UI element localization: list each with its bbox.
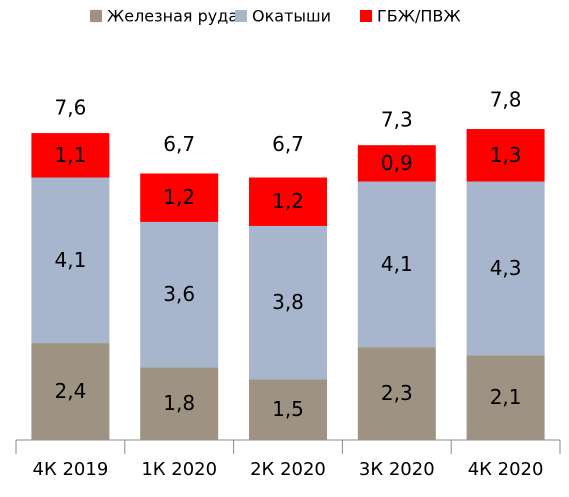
bar-segment [31, 177, 110, 344]
x-tick-label: 4К 2019 [33, 459, 109, 480]
legend-swatch [90, 10, 102, 22]
data-label: 1,2 [272, 189, 304, 213]
bar-segment [31, 343, 110, 440]
data-label: 2,1 [490, 385, 522, 409]
total-label: 7,6 [54, 96, 86, 120]
bar-segment [466, 355, 545, 440]
legend-swatch [360, 10, 372, 22]
bar-segment [140, 173, 219, 222]
data-label: 2,4 [54, 379, 86, 403]
total-label: 7,8 [490, 88, 522, 112]
data-label: 1,1 [54, 143, 86, 167]
data-label: 0,9 [381, 151, 413, 175]
data-label: 4,3 [490, 256, 522, 280]
x-tick-label: 1К 2020 [141, 459, 217, 480]
data-label: 1,2 [163, 185, 195, 209]
legend-label: ГБЖ/ПВЖ [377, 7, 461, 26]
bar-segment [140, 221, 219, 368]
data-label: 1,8 [163, 391, 195, 415]
total-label: 7,3 [381, 108, 413, 132]
total-label: 6,7 [163, 132, 195, 156]
data-label: 1,5 [272, 397, 304, 421]
x-tick-label: 3К 2020 [359, 459, 435, 480]
x-tick-label: 2К 2020 [250, 459, 326, 480]
bar-segment [140, 367, 219, 440]
bar-segment [249, 379, 327, 440]
data-label: 3,8 [272, 290, 304, 314]
legend-label: Окатыши [252, 7, 331, 26]
bar-segment [249, 225, 327, 380]
bar-segment [466, 129, 545, 182]
x-tick-label: 4К 2020 [468, 459, 544, 480]
data-label: 3,6 [163, 282, 195, 306]
bar-segment [357, 145, 436, 182]
bar-segment [249, 177, 327, 226]
bar-segment [357, 347, 436, 440]
bar-segment [466, 181, 545, 356]
legend-label: Железная руда [107, 7, 238, 26]
legend-swatch [235, 10, 247, 22]
total-label: 6,7 [272, 132, 304, 156]
data-label: 4,1 [54, 248, 86, 272]
bar-segment [31, 133, 110, 178]
data-label: 4,1 [381, 252, 413, 276]
data-label: 2,3 [381, 381, 413, 405]
data-label: 1,3 [490, 143, 522, 167]
bar-segment [357, 181, 436, 348]
